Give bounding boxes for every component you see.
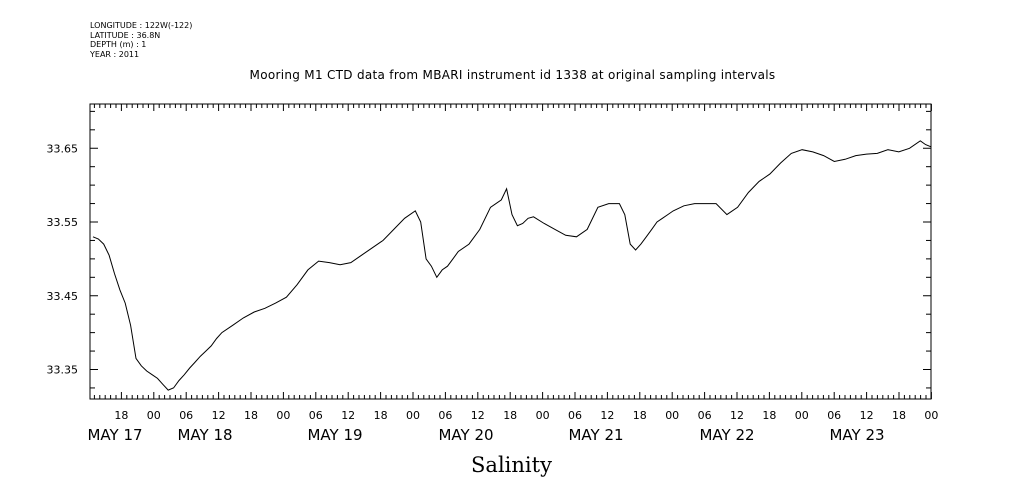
y-tick-label: 33.45 <box>47 290 79 303</box>
x-tick-label: 18 <box>762 409 776 422</box>
x-day-label: MAY 23 <box>829 426 884 444</box>
x-tick-label: 06 <box>309 409 323 422</box>
x-tick-label: 06 <box>827 409 841 422</box>
y-tick-label: 33.65 <box>47 142 79 155</box>
x-tick-label: 12 <box>730 409 744 422</box>
x-tick-label: 00 <box>665 409 679 422</box>
x-tick-label: 00 <box>276 409 290 422</box>
y-tick-label: 33.35 <box>47 364 79 377</box>
axis-labels: 33.35 33.45 33.55 33.65 18 00 06 12 18 00 06 12 18 00… <box>47 142 939 444</box>
x-axis-label-wrap: Salinity <box>0 453 1009 477</box>
salinity-line <box>92 140 932 391</box>
x-day-label: MAY 19 <box>307 426 362 444</box>
x-tick-label: 12 <box>471 409 485 422</box>
latitude-line: LATITUDE : 36.8N <box>90 30 161 40</box>
x-tick-label: 12 <box>212 409 226 422</box>
x-tick-label: 12 <box>860 409 874 422</box>
depth-line: DEPTH (m) : 1 <box>90 40 147 49</box>
x-day-label: MAY 21 <box>568 426 623 444</box>
x-day-label: MAY 17 <box>87 426 142 444</box>
x-tick-label: 00 <box>924 409 938 422</box>
chart-title: Mooring M1 CTD data from MBARI instrumen… <box>249 68 776 82</box>
metadata-block: LONGITUDE : 122W(-122) LATITUDE : 36.8N … <box>90 21 192 59</box>
chart-title-wrap: Mooring M1 CTD data from MBARI instrumen… <box>0 68 1009 82</box>
x-tick-label: 06 <box>568 409 582 422</box>
x-tick-label: 00 <box>406 409 420 422</box>
x-tick-label: 00 <box>147 409 161 422</box>
x-day-label: MAY 22 <box>699 426 754 444</box>
x-tick-label: 18 <box>114 409 128 422</box>
x-tick-label: 12 <box>341 409 355 422</box>
x-tick-label: 18 <box>503 409 517 422</box>
longitude-line: LONGITUDE : 122W(-122) <box>90 21 193 30</box>
plot-frame <box>89 103 932 400</box>
x-day-label: MAY 20 <box>438 426 493 444</box>
x-tick-label: 00 <box>795 409 809 422</box>
x-tick-label: 06 <box>698 409 712 422</box>
axis-ticks <box>90 104 932 399</box>
x-tick-label: 18 <box>892 409 906 422</box>
x-day-label: MAY 18 <box>177 426 232 444</box>
y-tick-label: 33.55 <box>47 216 79 229</box>
x-tick-label: 06 <box>438 409 452 422</box>
x-tick-label: 18 <box>374 409 388 422</box>
x-tick-label: 12 <box>600 409 614 422</box>
x-tick-label: 18 <box>244 409 258 422</box>
x-axis-label: Salinity <box>471 453 552 477</box>
year-line: YEAR : 2011 <box>90 49 140 59</box>
x-tick-label: 18 <box>633 409 647 422</box>
x-tick-label: 06 <box>179 409 193 422</box>
x-tick-label: 00 <box>536 409 550 422</box>
